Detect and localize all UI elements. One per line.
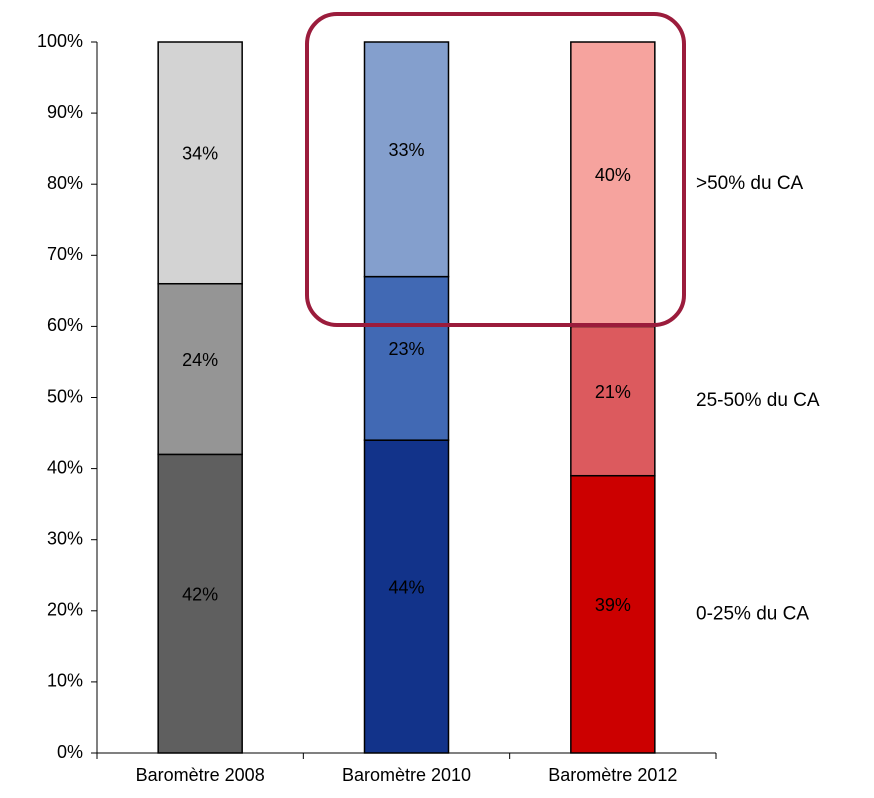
bar-segment xyxy=(570,325,656,477)
y-tick-label: 20% xyxy=(47,600,83,620)
x-tick-label: Baromètre 2010 xyxy=(342,765,471,785)
value-label: 40% xyxy=(595,165,631,185)
y-tick-label: 70% xyxy=(47,244,83,264)
bar-segment xyxy=(157,282,243,456)
legend-label: 0-25% du CA xyxy=(696,603,809,624)
value-label: 21% xyxy=(595,382,631,402)
value-label: 42% xyxy=(182,584,218,604)
value-label: 39% xyxy=(595,595,631,615)
bar-segment xyxy=(570,41,656,328)
y-tick-label: 40% xyxy=(47,457,83,477)
bar-segment xyxy=(363,439,450,754)
highlight-frame xyxy=(305,12,686,327)
value-label: 44% xyxy=(388,577,424,597)
value-label: 33% xyxy=(388,140,424,160)
y-tick-label: 0% xyxy=(57,742,83,762)
legend-label: >50% du CA xyxy=(696,173,804,194)
value-label: 23% xyxy=(388,339,424,359)
bar-segment xyxy=(157,41,243,285)
bar-segment xyxy=(363,41,450,278)
y-tick-label: 50% xyxy=(47,386,83,406)
y-tick-label: 100% xyxy=(37,31,83,51)
y-tick-label: 90% xyxy=(47,102,83,122)
y-tick-label: 10% xyxy=(47,671,83,691)
y-tick-label: 60% xyxy=(47,315,83,335)
value-label: 24% xyxy=(182,350,218,370)
bar-segment xyxy=(363,275,450,441)
bar-segment xyxy=(157,453,243,754)
value-label: 34% xyxy=(182,144,218,164)
x-tick-label: Baromètre 2012 xyxy=(548,765,677,785)
x-tick-label: Baromètre 2008 xyxy=(136,765,265,785)
y-tick-label: 30% xyxy=(47,528,83,548)
y-tick-label: 80% xyxy=(47,173,83,193)
legend-label: 25-50% du CA xyxy=(696,390,820,411)
